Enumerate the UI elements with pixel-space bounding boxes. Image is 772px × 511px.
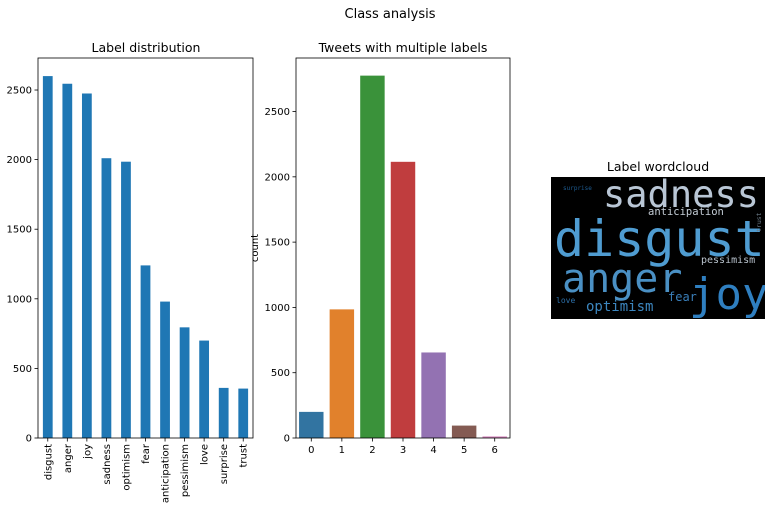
- bar: [81, 93, 92, 438]
- bar: [299, 411, 324, 438]
- y-tick-label: 500: [13, 364, 32, 375]
- wordcloud-word: anticipation: [648, 206, 724, 218]
- wordcloud-canvas: [551, 177, 765, 319]
- x-tick-label: love: [200, 444, 211, 465]
- x-tick-label: 0: [308, 445, 314, 456]
- y-tick-label: 2000: [7, 155, 32, 166]
- bar: [101, 158, 112, 438]
- y-tick-label: 1500: [265, 238, 290, 249]
- label-distribution-chart: Label distribution 05001000150020002500 …: [7, 40, 254, 503]
- y-tick-label: 0: [26, 434, 32, 445]
- bar: [42, 76, 53, 438]
- x-tick-label: 3: [400, 445, 406, 456]
- chart-title: Tweets with multiple labels: [318, 40, 488, 55]
- wordcloud-word: disgust: [554, 210, 765, 268]
- y-axis-label: count: [250, 234, 261, 262]
- y-tick-label: 1000: [265, 303, 290, 314]
- x-tick-label: pessimism: [180, 444, 191, 497]
- bar: [179, 327, 190, 438]
- multiple-labels-chart: Tweets with multiple labels count 050010…: [250, 40, 511, 456]
- wordcloud-word: joy: [689, 269, 768, 320]
- bar: [482, 436, 507, 438]
- bar: [451, 425, 477, 438]
- wordcloud-word: pessimism: [701, 255, 755, 266]
- bar: [140, 265, 151, 438]
- x-tick-label: fear: [141, 443, 152, 464]
- wordcloud-word: fear: [668, 290, 697, 304]
- x-tick-label: disgust: [43, 444, 54, 480]
- wordcloud-title: Label wordcloud: [607, 159, 709, 174]
- x-tick-label: surprise: [219, 444, 230, 484]
- y-tick-label: 2000: [265, 172, 290, 183]
- x-tick-label: 1: [339, 445, 345, 456]
- plot-frame: [37, 57, 254, 439]
- wordcloud-word: optimism: [586, 299, 653, 315]
- bar: [199, 340, 210, 438]
- bar: [390, 161, 416, 438]
- y-tick-label: 2500: [265, 107, 290, 118]
- x-tick-label: trust: [239, 444, 250, 468]
- y-tick-label: 500: [271, 368, 290, 379]
- wordcloud-word: trust: [755, 212, 763, 232]
- wordcloud-word: anger: [562, 256, 682, 302]
- bar: [360, 75, 385, 438]
- x-tick-label: 2: [369, 445, 375, 456]
- x-tick-label: 5: [461, 445, 467, 456]
- wordcloud-word: surprise: [563, 185, 592, 192]
- bar: [121, 161, 131, 438]
- y-tick-label: 1000: [7, 294, 32, 305]
- bar: [238, 388, 249, 438]
- bar: [160, 301, 170, 438]
- x-tick-label: optimism: [121, 444, 132, 491]
- wordcloud-word: sadness: [603, 173, 759, 216]
- x-tick-label: joy: [82, 444, 93, 460]
- x-tick-label: sadness: [102, 444, 113, 485]
- x-tick-label: 6: [492, 445, 498, 456]
- bar: [218, 387, 229, 438]
- bar: [329, 309, 355, 438]
- y-tick-label: 0: [284, 434, 290, 445]
- figure-suptitle: Class analysis: [345, 7, 436, 22]
- x-tick-label: 4: [430, 445, 436, 456]
- bar: [62, 83, 73, 438]
- y-tick-label: 2500: [7, 86, 32, 97]
- plot-frame: [295, 57, 511, 439]
- bar: [421, 352, 446, 438]
- chart-title: Label distribution: [92, 40, 201, 55]
- x-tick-label: anger: [63, 443, 74, 473]
- y-tick-label: 1500: [7, 225, 32, 236]
- x-tick-label: anticipation: [161, 444, 172, 503]
- wordcloud-word: love: [556, 296, 575, 305]
